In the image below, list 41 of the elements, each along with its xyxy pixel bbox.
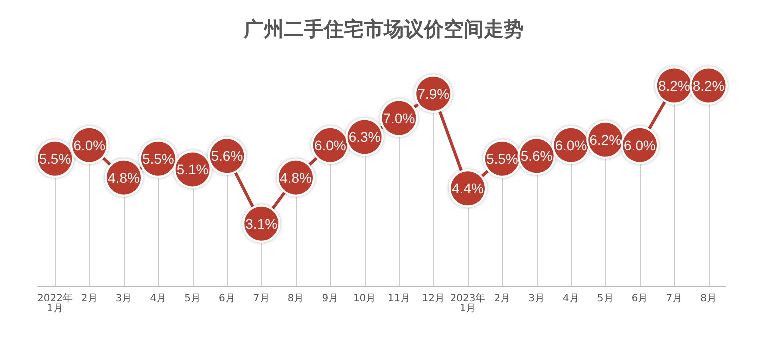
data-label: 4.8%	[108, 170, 140, 186]
x-tick-label: 4月	[150, 294, 167, 304]
x-tick-label: 6月	[632, 294, 648, 304]
x-tick-label: 2023年 1月	[450, 292, 486, 314]
x-tick-label: 12月	[422, 294, 445, 304]
x-tick-label: 8月	[288, 294, 304, 304]
data-label: 6.0%	[74, 137, 106, 154]
data-label: 5.6%	[520, 148, 553, 164]
data-label: 7.0%	[383, 110, 416, 126]
data-label: 6.0%	[314, 137, 346, 154]
data-label: 6.0%	[555, 137, 588, 154]
x-tick-label: 4月	[563, 294, 580, 304]
data-label: 5.5%	[39, 150, 72, 167]
x-tick-label: 5月	[597, 294, 614, 304]
x-tick-label: 6月	[219, 294, 236, 304]
x-tick-label: 9月	[322, 294, 339, 304]
data-label: 7.9%	[418, 86, 450, 102]
data-label: 6.2%	[590, 132, 622, 148]
x-tick-label: 5月	[184, 294, 201, 304]
data-label: 5.1%	[176, 162, 209, 178]
data-label: 3.1%	[246, 216, 278, 232]
chart-title: 广州二手住宅市场议价空间走势	[243, 17, 524, 41]
data-label: 5.6%	[211, 148, 244, 164]
data-label: 8.2%	[692, 78, 725, 94]
x-tick-label: 2月	[81, 294, 98, 304]
data-label: 4.8%	[280, 170, 312, 186]
data-label: 5.5%	[142, 150, 174, 167]
x-tick-label: 2022年 1月	[37, 292, 73, 314]
data-label: 4.4%	[452, 180, 484, 197]
data-label: 8.2%	[658, 78, 690, 94]
data-label: 5.5%	[486, 150, 518, 167]
x-tick-label: 2月	[494, 294, 511, 304]
x-tick-label: 11月	[388, 294, 411, 304]
x-tick-label: 7月	[253, 294, 270, 304]
x-tick-label: 8月	[700, 294, 717, 304]
x-tick-label: 7月	[666, 294, 683, 304]
x-tick-label: 3月	[528, 294, 545, 304]
x-tick-label: 10月	[353, 294, 376, 304]
data-label: 6.3%	[348, 129, 381, 146]
x-tick-label: 3月	[116, 294, 132, 304]
data-label: 6.0%	[624, 137, 656, 154]
